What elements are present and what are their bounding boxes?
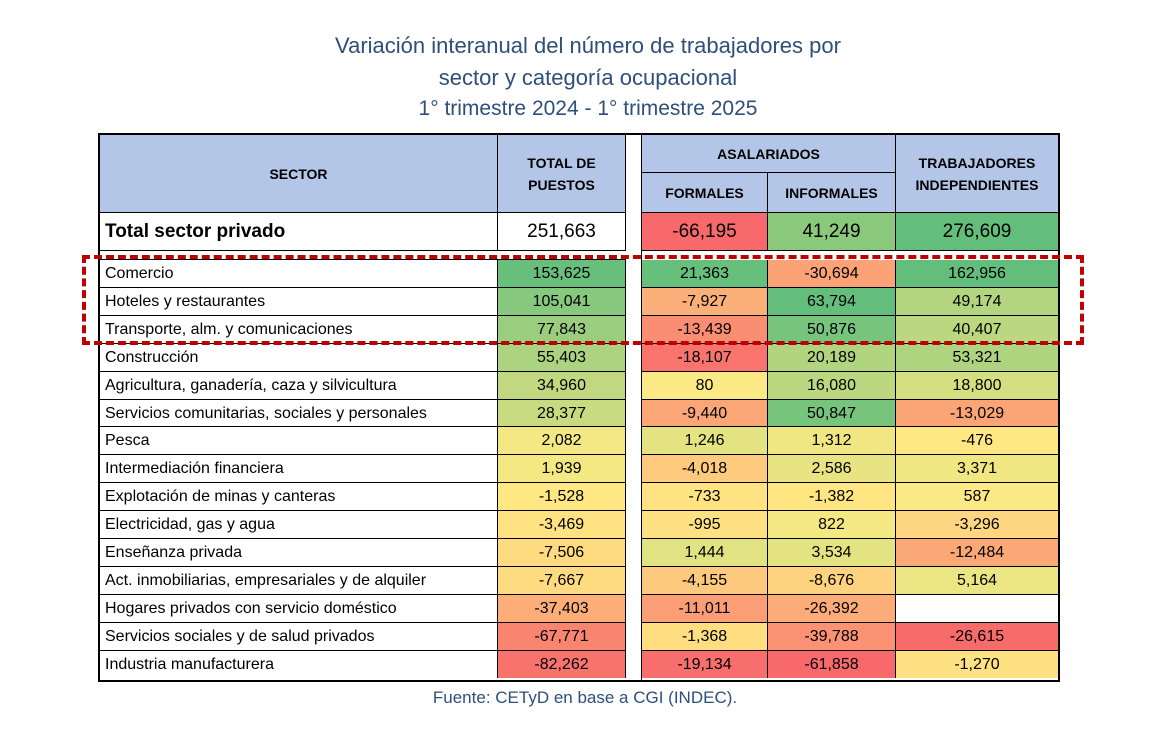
- cell-informales: 50,876: [768, 316, 896, 344]
- cell-independientes: 587: [896, 483, 1058, 511]
- cell-informales: 3,534: [768, 539, 896, 567]
- header-asalariados: ASALARIADOS: [642, 135, 896, 173]
- cell-total: 77,843: [498, 316, 626, 344]
- cell-informales: 20,189: [768, 344, 896, 372]
- cell-formales: -995: [642, 511, 768, 539]
- cell-informales: 2,586: [768, 455, 896, 483]
- cell-informales: 63,794: [768, 288, 896, 316]
- cell-informales: 822: [768, 511, 896, 539]
- cell-formales: -4,018: [642, 455, 768, 483]
- cell-formales: -11,011: [642, 595, 768, 623]
- cell-total: 1,939: [498, 455, 626, 483]
- header-informales: INFORMALES: [768, 173, 896, 213]
- title-line-2: sector y categoría ocupacional: [438, 65, 738, 90]
- cell-formales: -13,439: [642, 316, 768, 344]
- cell-total: 28,377: [498, 400, 626, 427]
- cell-total: -67,771: [498, 623, 626, 651]
- cell-informales: 50,847: [768, 400, 896, 427]
- row-label: Hoteles y restaurantes: [100, 288, 498, 316]
- cell-total: -7,667: [498, 567, 626, 595]
- row-label: Servicios comunitarias, sociales y perso…: [100, 400, 498, 427]
- cell-formales: -1,368: [642, 623, 768, 651]
- data-table: SECTOR TOTAL DE PUESTOS ASALARIADOS FORM…: [98, 133, 1060, 682]
- cell-formales: -4,155: [642, 567, 768, 595]
- row-label: Act. inmobiliarias, empresariales y de a…: [100, 567, 498, 595]
- row-label: Servicios sociales y de salud privados: [100, 623, 498, 651]
- cell-total: -7,506: [498, 539, 626, 567]
- cell-independientes: 5,164: [896, 567, 1058, 595]
- row-label: Industria manufacturera: [100, 651, 498, 678]
- cell-formales: -733: [642, 483, 768, 511]
- header-formales: FORMALES: [642, 173, 768, 213]
- separator-column: [626, 135, 642, 680]
- cell-formales: -9,440: [642, 400, 768, 427]
- cell-independientes: 40,407: [896, 316, 1058, 344]
- row-label: Agricultura, ganadería, caza y silvicult…: [100, 372, 498, 400]
- row-label: Intermediación financiera: [100, 455, 498, 483]
- cell-independientes: -13,029: [896, 400, 1058, 427]
- cell-independientes: -3,296: [896, 511, 1058, 539]
- cell-informales: 1,312: [768, 427, 896, 455]
- cell-independientes: -26,615: [896, 623, 1058, 651]
- row-label: Electricidad, gas y agua: [100, 511, 498, 539]
- row-label: Pesca: [100, 427, 498, 455]
- cell-formales: -7,927: [642, 288, 768, 316]
- cell-total: 105,041: [498, 288, 626, 316]
- total-row-informales: 41,249: [768, 213, 896, 251]
- title-subtitle: 1° trimestre 2024 - 1° trimestre 2025: [418, 97, 758, 120]
- cell-total: -82,262: [498, 651, 626, 678]
- cell-total: -3,469: [498, 511, 626, 539]
- cell-independientes: -1,270: [896, 651, 1058, 678]
- cell-informales: -26,392: [768, 595, 896, 623]
- cell-independientes: -476: [896, 427, 1058, 455]
- row-label: Hogares privados con servicio doméstico: [100, 595, 498, 623]
- header-total: TOTAL DE PUESTOS: [498, 135, 626, 213]
- cell-informales: 16,080: [768, 372, 896, 400]
- cell-informales: -1,382: [768, 483, 896, 511]
- cell-independientes: 49,174: [896, 288, 1058, 316]
- cell-total: 55,403: [498, 344, 626, 372]
- cell-formales: 1,246: [642, 427, 768, 455]
- cell-independientes: 53,321: [896, 344, 1058, 372]
- cell-informales: -39,788: [768, 623, 896, 651]
- total-row-independientes: 276,609: [896, 213, 1058, 251]
- header-independientes: TRABAJADORES INDEPENDIENTES: [896, 135, 1058, 213]
- chart-title: Variación interanual del número de traba…: [0, 30, 1170, 124]
- cell-independientes: 3,371: [896, 455, 1058, 483]
- cell-informales: -30,694: [768, 260, 896, 288]
- cell-independientes: [896, 595, 1058, 623]
- cell-formales: 21,363: [642, 260, 768, 288]
- cell-total: -1,528: [498, 483, 626, 511]
- cell-independientes: 162,956: [896, 260, 1058, 288]
- cell-independientes: -12,484: [896, 539, 1058, 567]
- cell-independientes: 18,800: [896, 372, 1058, 400]
- cell-total: 153,625: [498, 260, 626, 288]
- cell-formales: -18,107: [642, 344, 768, 372]
- source-note: Fuente: CETyD en base a CGI (INDEC).: [432, 688, 738, 707]
- cell-total: 2,082: [498, 427, 626, 455]
- row-label: Construcción: [100, 344, 498, 372]
- cell-informales: -61,858: [768, 651, 896, 678]
- total-row-total: 251,663: [498, 213, 626, 251]
- total-row-label: Total sector privado: [100, 213, 498, 251]
- cell-formales: 80: [642, 372, 768, 400]
- row-label: Comercio: [100, 260, 498, 288]
- row-label: Transporte, alm. y comunicaciones: [100, 316, 498, 344]
- title-line-1: Variación interanual del número de traba…: [335, 33, 841, 58]
- cell-formales: -19,134: [642, 651, 768, 678]
- cell-formales: 1,444: [642, 539, 768, 567]
- header-sector: SECTOR: [100, 135, 498, 213]
- cell-total: 34,960: [498, 372, 626, 400]
- total-row-formales: -66,195: [642, 213, 768, 251]
- cell-informales: -8,676: [768, 567, 896, 595]
- row-label: Enseñanza privada: [100, 539, 498, 567]
- cell-total: -37,403: [498, 595, 626, 623]
- gap-line: [100, 259, 626, 260]
- row-label: Explotación de minas y canteras: [100, 483, 498, 511]
